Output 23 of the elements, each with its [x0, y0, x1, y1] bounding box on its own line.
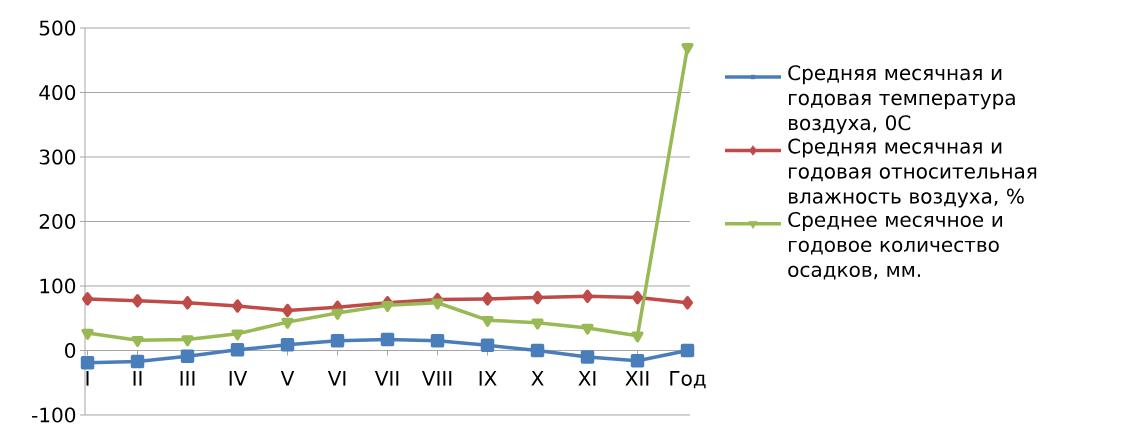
x-tick-label: II	[133, 371, 142, 386]
legend-label: Средняя месячная и годовая температура воздуха, 0С	[788, 65, 1015, 135]
y-tick-label: 300	[39, 149, 76, 165]
x-tick-label: VI	[327, 371, 346, 386]
x-tick-label: VII	[374, 371, 399, 386]
x-tick-label: X	[531, 371, 544, 386]
x-tick-label: I	[86, 371, 89, 386]
x-tick-label: Год	[670, 371, 706, 389]
x-tick-label: VIII	[421, 371, 452, 386]
x-tick-label: IX	[479, 371, 497, 386]
legend-label: Средняя месячная и годовая относительная влажность воздуха, %	[788, 138, 1037, 208]
y-tick-label: 0	[65, 342, 76, 359]
x-tick-label: IV	[229, 371, 248, 386]
x-tick-label: III	[180, 371, 195, 386]
y-tick-label: -100	[32, 407, 76, 423]
legend-label: Среднее месячное и годовое количество осадков, мм.	[788, 212, 1003, 280]
y-tick-label: 200	[39, 213, 76, 230]
y-tick-label: 100	[40, 278, 76, 294]
x-tick-label: V	[280, 371, 295, 386]
y-tick-label: 500	[39, 20, 76, 36]
y-tick-label: 400	[39, 84, 76, 101]
x-tick-label: XII	[625, 371, 649, 386]
x-tick-label: XI	[578, 371, 596, 386]
